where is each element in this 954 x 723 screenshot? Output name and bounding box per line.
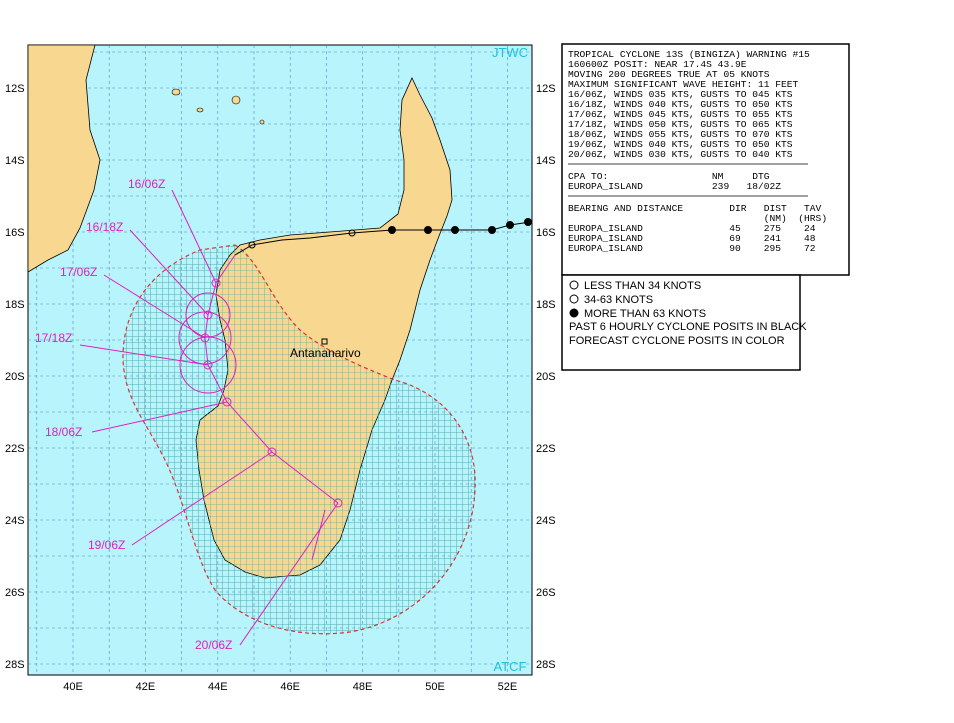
lat-label: 14S [5, 155, 25, 167]
warning-line: 20/06Z, WINDS 030 KTS, GUSTS TO 040 KTS [568, 149, 793, 160]
warning-box [561, 43, 850, 276]
warning-line: (NM) (HRS) [568, 213, 827, 224]
forecast-labels: 16/06Z 16/18Z 17/06Z 17/18Z 18/06Z 19/06Z 20/0… [35, 177, 339, 652]
warning-line: EUROPA_ISLAND 69 241 48 [568, 233, 816, 244]
warning-line: 16/18Z, WINDS 040 KTS, GUSTS TO 050 KTS [568, 99, 793, 110]
lat-label: 12S [5, 83, 25, 95]
forecast-label: 17/18Z [35, 331, 72, 345]
wind-radius [122, 244, 476, 635]
past-positions [248, 218, 532, 249]
pointer [311, 509, 326, 561]
island [231, 95, 241, 105]
forecast-label: 17/06Z [60, 265, 97, 279]
lat-label: 18S [5, 299, 25, 311]
forecast-label: 16/18Z [86, 220, 123, 234]
warning-line: BEARING AND DISTANCE DIR DIST TAV [568, 203, 822, 214]
leader [129, 229, 209, 316]
lat-label: 16S [536, 227, 556, 239]
warning-line: 17/18Z, WINDS 050 KTS, GUSTS TO 065 KTS [568, 119, 793, 130]
lat-label: 20S [5, 371, 25, 383]
island [196, 107, 204, 113]
leader [79, 344, 209, 366]
lon-label: 44E [208, 681, 228, 693]
warning-line: EUROPA_ISLAND 45 275 24 [568, 223, 816, 234]
forecast-label: 16/06Z [128, 177, 165, 191]
lat-label: 18S [536, 299, 556, 311]
warning-line: 17/06Z, WINDS 045 KTS, GUSTS TO 055 KTS [568, 109, 793, 120]
warning-line: 160600Z POSIT: NEAR 17.4S 43.9E [568, 59, 747, 70]
forecast-label: 20/06Z [195, 638, 232, 652]
lon-label: 52E [498, 681, 518, 693]
lon-label: 46E [280, 681, 300, 693]
forecast-label: 18/06Z [45, 425, 82, 439]
legend-item: 34-63 KNOTS [584, 294, 653, 306]
legend-box [561, 274, 801, 371]
lat-label: 16S [5, 227, 25, 239]
legend-symbol [569, 308, 579, 318]
lon-label: 40E [63, 681, 83, 693]
leader [131, 451, 273, 546]
leader [103, 274, 206, 339]
lat-label: 24S [536, 515, 556, 527]
place-label: Antananarivo [290, 346, 361, 360]
legend-item: MORE THAN 63 KNOTS [584, 308, 706, 320]
lat-label: 22S [536, 443, 556, 455]
lon-label: 50E [425, 681, 445, 693]
island [171, 88, 181, 96]
lat-label: 14S [536, 155, 556, 167]
lat-label: 22S [5, 443, 25, 455]
warning-text: TROPICAL CYCLONE 13S (BINGIZA) WARNING #… [568, 49, 827, 254]
warning-line: 16/06Z, WINDS 035 KTS, GUSTS TO 045 KTS [568, 89, 793, 100]
island [259, 119, 265, 125]
lat-label: 24S [5, 515, 25, 527]
forecast-track [204, 254, 339, 504]
capital-marker [321, 338, 328, 345]
legend-note: PAST 6 HOURLY CYCLONE POSITS IN BLACK [569, 321, 807, 333]
legend: LESS THAN 34 KNOTS 34-63 KNOTS MORE THAN 6… [569, 280, 807, 347]
leader [171, 189, 217, 284]
warning-line: MAXIMUM SIGNIFICANT WAVE HEIGHT: 11 FEET [568, 79, 799, 90]
warning-line: 19/06Z, WINDS 040 KTS, GUSTS TO 050 KTS [568, 139, 793, 150]
geography [28, 45, 532, 635]
leader [239, 502, 339, 646]
warning-line: CPA TO: NM DTG [568, 171, 770, 182]
lat-label: 20S [536, 371, 556, 383]
lon-label: 48E [353, 681, 373, 693]
lon-label: 42E [136, 681, 156, 693]
lat-label: 12S [536, 83, 556, 95]
warning-line: EUROPA_ISLAND 90 295 72 [568, 243, 816, 254]
forecast-label: 19/06Z [88, 538, 125, 552]
warning-line: MOVING 200 DEGREES TRUE AT 05 KNOTS [568, 69, 770, 80]
africa [28, 45, 101, 273]
legend-symbol [569, 280, 579, 290]
warning-line: TROPICAL CYCLONE 13S (BINGIZA) WARNING #… [568, 49, 810, 60]
legend-note: FORECAST CYCLONE POSITS IN COLOR [569, 335, 785, 347]
lat-label: 28S [536, 659, 556, 671]
leader [91, 401, 228, 433]
agency-top: JTWC [492, 45, 528, 60]
warning-line: EUROPA_ISLAND 239 18/02Z [568, 181, 781, 192]
lat-label: 28S [5, 659, 25, 671]
lat-label: 26S [5, 587, 25, 599]
legend-item: LESS THAN 34 KNOTS [584, 280, 701, 292]
axis-labels: 12S 12S 14S 14S 16S 16S 18S 18S 20S 20S 22S 22S 24S 2… [5, 83, 556, 693]
warning-line: 18/06Z, WINDS 055 KTS, GUSTS TO 070 KTS [568, 129, 793, 140]
legend-symbol [569, 294, 579, 304]
agency-bottom: ATCF [494, 659, 527, 674]
lat-label: 26S [536, 587, 556, 599]
